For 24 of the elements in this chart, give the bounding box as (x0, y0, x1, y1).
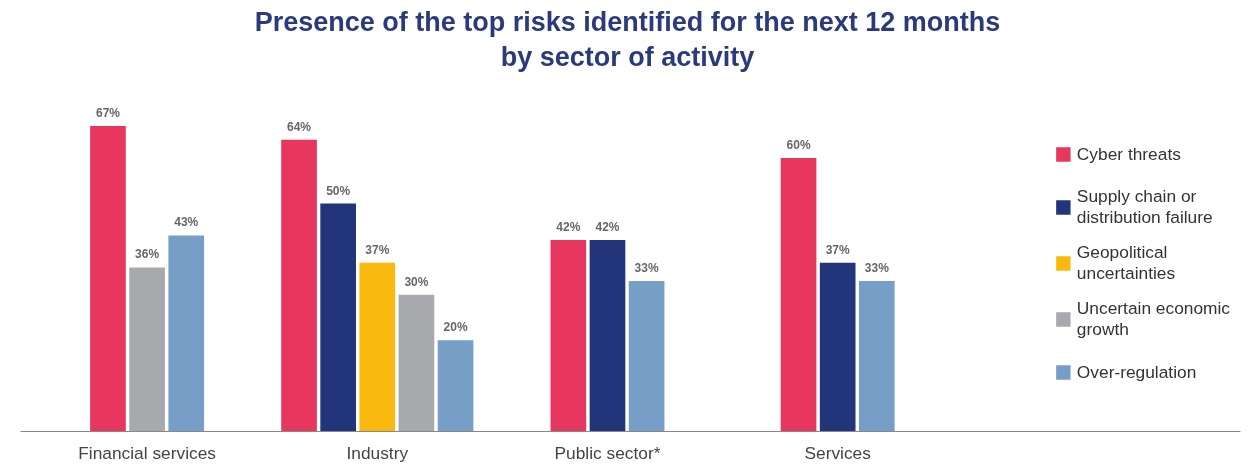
data-label: 37% (365, 242, 390, 257)
data-label: 36% (135, 247, 160, 262)
legend-label: Geopolitical uncertainties (1076, 242, 1176, 284)
x-tick-label: Industry (346, 442, 409, 463)
legend-label: Cyber threats (1076, 142, 1181, 166)
legend-label: Uncertain economic growth (1076, 298, 1230, 340)
legend-label: Over-regulation (1076, 360, 1197, 384)
data-label: 42% (556, 220, 581, 235)
data-label: 50% (326, 183, 351, 198)
chart-title: Presence of the top risks identified for the next 12 months by sector of activity (254, 6, 1001, 75)
data-label: 20% (443, 320, 468, 335)
data-label: 30% (404, 274, 429, 289)
data-label: 67% (95, 106, 121, 121)
legend-label: Supply chain or distribution failure (1076, 186, 1213, 228)
data-label: 42% (595, 220, 620, 235)
x-tick-label: Services (804, 442, 872, 463)
data-label: 64% (287, 119, 312, 134)
data-label: 37% (825, 242, 851, 257)
data-label: 33% (634, 261, 659, 276)
data-label: 43% (174, 215, 199, 230)
data-label: 33% (864, 261, 890, 276)
x-tick-label: Public sector* (554, 442, 661, 463)
x-tick-label: Financial services (78, 442, 217, 463)
data-label: 60% (786, 137, 811, 152)
